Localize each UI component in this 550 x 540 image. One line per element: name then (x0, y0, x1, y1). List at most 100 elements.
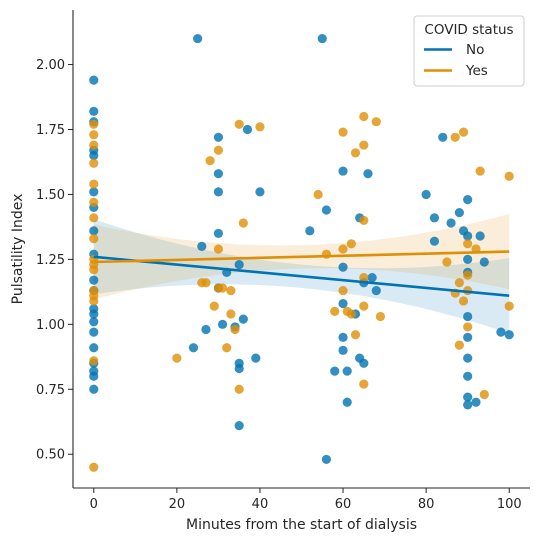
data-point-no (242, 124, 253, 135)
data-point-no (321, 454, 332, 465)
data-point-no (475, 231, 485, 241)
data-point-yes (89, 119, 99, 129)
data-point-no (213, 169, 224, 179)
data-point-yes (359, 111, 369, 122)
data-point-yes (89, 265, 99, 275)
data-point-yes (359, 215, 369, 226)
data-point-yes (346, 239, 356, 249)
data-point-yes (371, 117, 381, 127)
data-point-no (471, 397, 481, 407)
data-point-yes (213, 244, 224, 254)
x-axis-label: Minutes from the start of dialysis (186, 517, 417, 533)
data-point-yes (89, 179, 99, 189)
data-point-no (463, 311, 473, 322)
data-point-no (342, 366, 352, 376)
data-point-no (234, 363, 244, 374)
data-point-no (338, 262, 348, 272)
data-point-no (197, 241, 207, 252)
y-tick-label: 0.75 (36, 383, 65, 398)
data-point-yes (330, 306, 340, 316)
x-tick-label: 80 (418, 497, 435, 512)
regression-lines (93, 250, 510, 298)
data-point-yes (238, 218, 248, 228)
data-point-no (213, 228, 224, 239)
data-point-no (89, 106, 99, 116)
data-point-yes (350, 148, 361, 158)
data-point-yes (205, 156, 215, 166)
data-point-no (234, 421, 244, 431)
x-tick-label: 100 (497, 497, 522, 512)
data-point-yes (89, 140, 99, 150)
legend-title: COVID status (424, 22, 513, 38)
data-point-no (371, 285, 381, 296)
y-tick-label: 1.00 (36, 318, 65, 333)
data-point-no (446, 218, 456, 228)
data-point-no (429, 213, 440, 223)
data-point-no (255, 187, 265, 197)
data-point-yes (338, 244, 348, 254)
data-point-no (479, 257, 489, 267)
data-point-no (504, 330, 514, 340)
x-tick-label: 60 (335, 497, 352, 512)
legend-label-no: No (466, 42, 484, 58)
data-point-yes (172, 353, 182, 363)
data-point-no (330, 366, 340, 376)
data-point-yes (234, 119, 244, 129)
data-point-no (89, 226, 99, 236)
data-point-yes (209, 301, 219, 311)
data-point-no (213, 187, 224, 197)
regression-line-yes (93, 250, 510, 264)
data-point-no (217, 319, 228, 329)
data-point-yes (89, 158, 99, 168)
data-point-no (463, 392, 473, 402)
legend-box (413, 15, 525, 87)
data-point-yes (234, 384, 244, 394)
data-point-yes (458, 296, 469, 306)
axes: 0 20 40 60 80 100 0.50 0.75 1.00 1.25 1.50 1.75 2.00… (10, 10, 530, 533)
data-point-yes (359, 301, 369, 311)
y-tick-label: 1.50 (36, 188, 65, 203)
data-point-no (463, 195, 473, 205)
data-point-no (496, 327, 506, 337)
data-point-no (89, 371, 99, 381)
data-point-yes (89, 462, 99, 472)
data-point-no (367, 272, 377, 283)
data-point-no (342, 397, 352, 407)
data-point-no (421, 189, 431, 200)
legend-label-yes: Yes (465, 63, 488, 79)
data-point-yes (222, 343, 232, 353)
data-point-no (321, 205, 332, 215)
data-point-yes (479, 389, 489, 400)
data-point-no (213, 132, 224, 142)
data-point-no (89, 275, 99, 285)
confidence-bands (93, 213, 510, 334)
legend: COVID status No Yes (413, 15, 525, 87)
data-point-yes (375, 311, 386, 322)
data-point-no (201, 324, 211, 335)
data-point-no (193, 33, 203, 44)
data-point-yes (338, 285, 348, 296)
data-point-no (89, 150, 99, 161)
y-tick-label: 1.25 (36, 253, 65, 268)
data-point-yes (89, 296, 99, 306)
data-point-yes (504, 171, 514, 181)
data-point-yes (463, 322, 473, 332)
data-point-yes (454, 278, 464, 288)
regression-line-no (93, 255, 510, 298)
data-point-no (454, 208, 464, 218)
data-point-no (89, 187, 99, 197)
data-point-no (359, 358, 369, 368)
data-point-yes (504, 301, 514, 311)
data-point-yes (201, 278, 211, 288)
data-point-no (338, 298, 348, 309)
data-point-no (89, 327, 99, 337)
data-point-yes (313, 189, 323, 200)
data-point-yes (89, 213, 99, 223)
x-tick-label: 0 (90, 497, 98, 512)
data-point-yes (359, 379, 369, 389)
data-point-no (463, 254, 473, 264)
data-point-no (188, 343, 199, 353)
data-point-yes (89, 130, 99, 140)
x-tick-label: 20 (169, 497, 186, 512)
